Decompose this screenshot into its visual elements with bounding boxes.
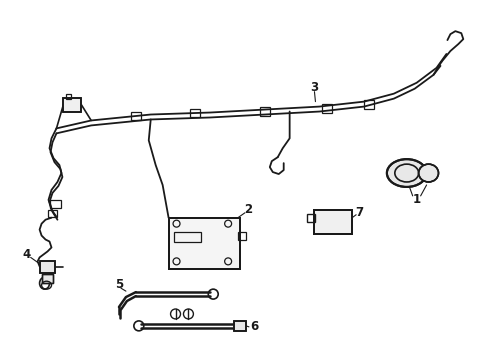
- Text: 3: 3: [310, 81, 318, 94]
- Bar: [168, 218, 240, 269]
- Bar: [49, 200, 61, 208]
- Bar: [238, 231, 245, 239]
- Bar: [190, 109, 200, 117]
- Bar: [41, 274, 53, 283]
- Bar: [40, 261, 55, 273]
- Bar: [322, 104, 332, 113]
- Bar: [47, 210, 57, 217]
- Bar: [306, 214, 315, 222]
- Bar: [314, 210, 351, 234]
- Text: 2: 2: [244, 203, 251, 216]
- Text: 7: 7: [354, 206, 363, 219]
- Ellipse shape: [418, 164, 438, 182]
- Text: 5: 5: [115, 278, 123, 291]
- Text: 1: 1: [412, 193, 420, 206]
- Bar: [40, 261, 55, 273]
- Bar: [173, 231, 201, 242]
- Bar: [259, 107, 269, 116]
- Bar: [234, 321, 245, 331]
- Bar: [314, 210, 351, 234]
- Bar: [234, 321, 245, 331]
- Bar: [63, 98, 81, 112]
- Bar: [131, 112, 141, 121]
- Text: 6: 6: [249, 320, 258, 333]
- Bar: [66, 94, 71, 99]
- Text: 4: 4: [22, 248, 31, 261]
- Bar: [168, 218, 240, 269]
- Bar: [41, 274, 53, 283]
- Ellipse shape: [386, 159, 426, 187]
- Bar: [364, 100, 373, 109]
- Bar: [63, 98, 81, 112]
